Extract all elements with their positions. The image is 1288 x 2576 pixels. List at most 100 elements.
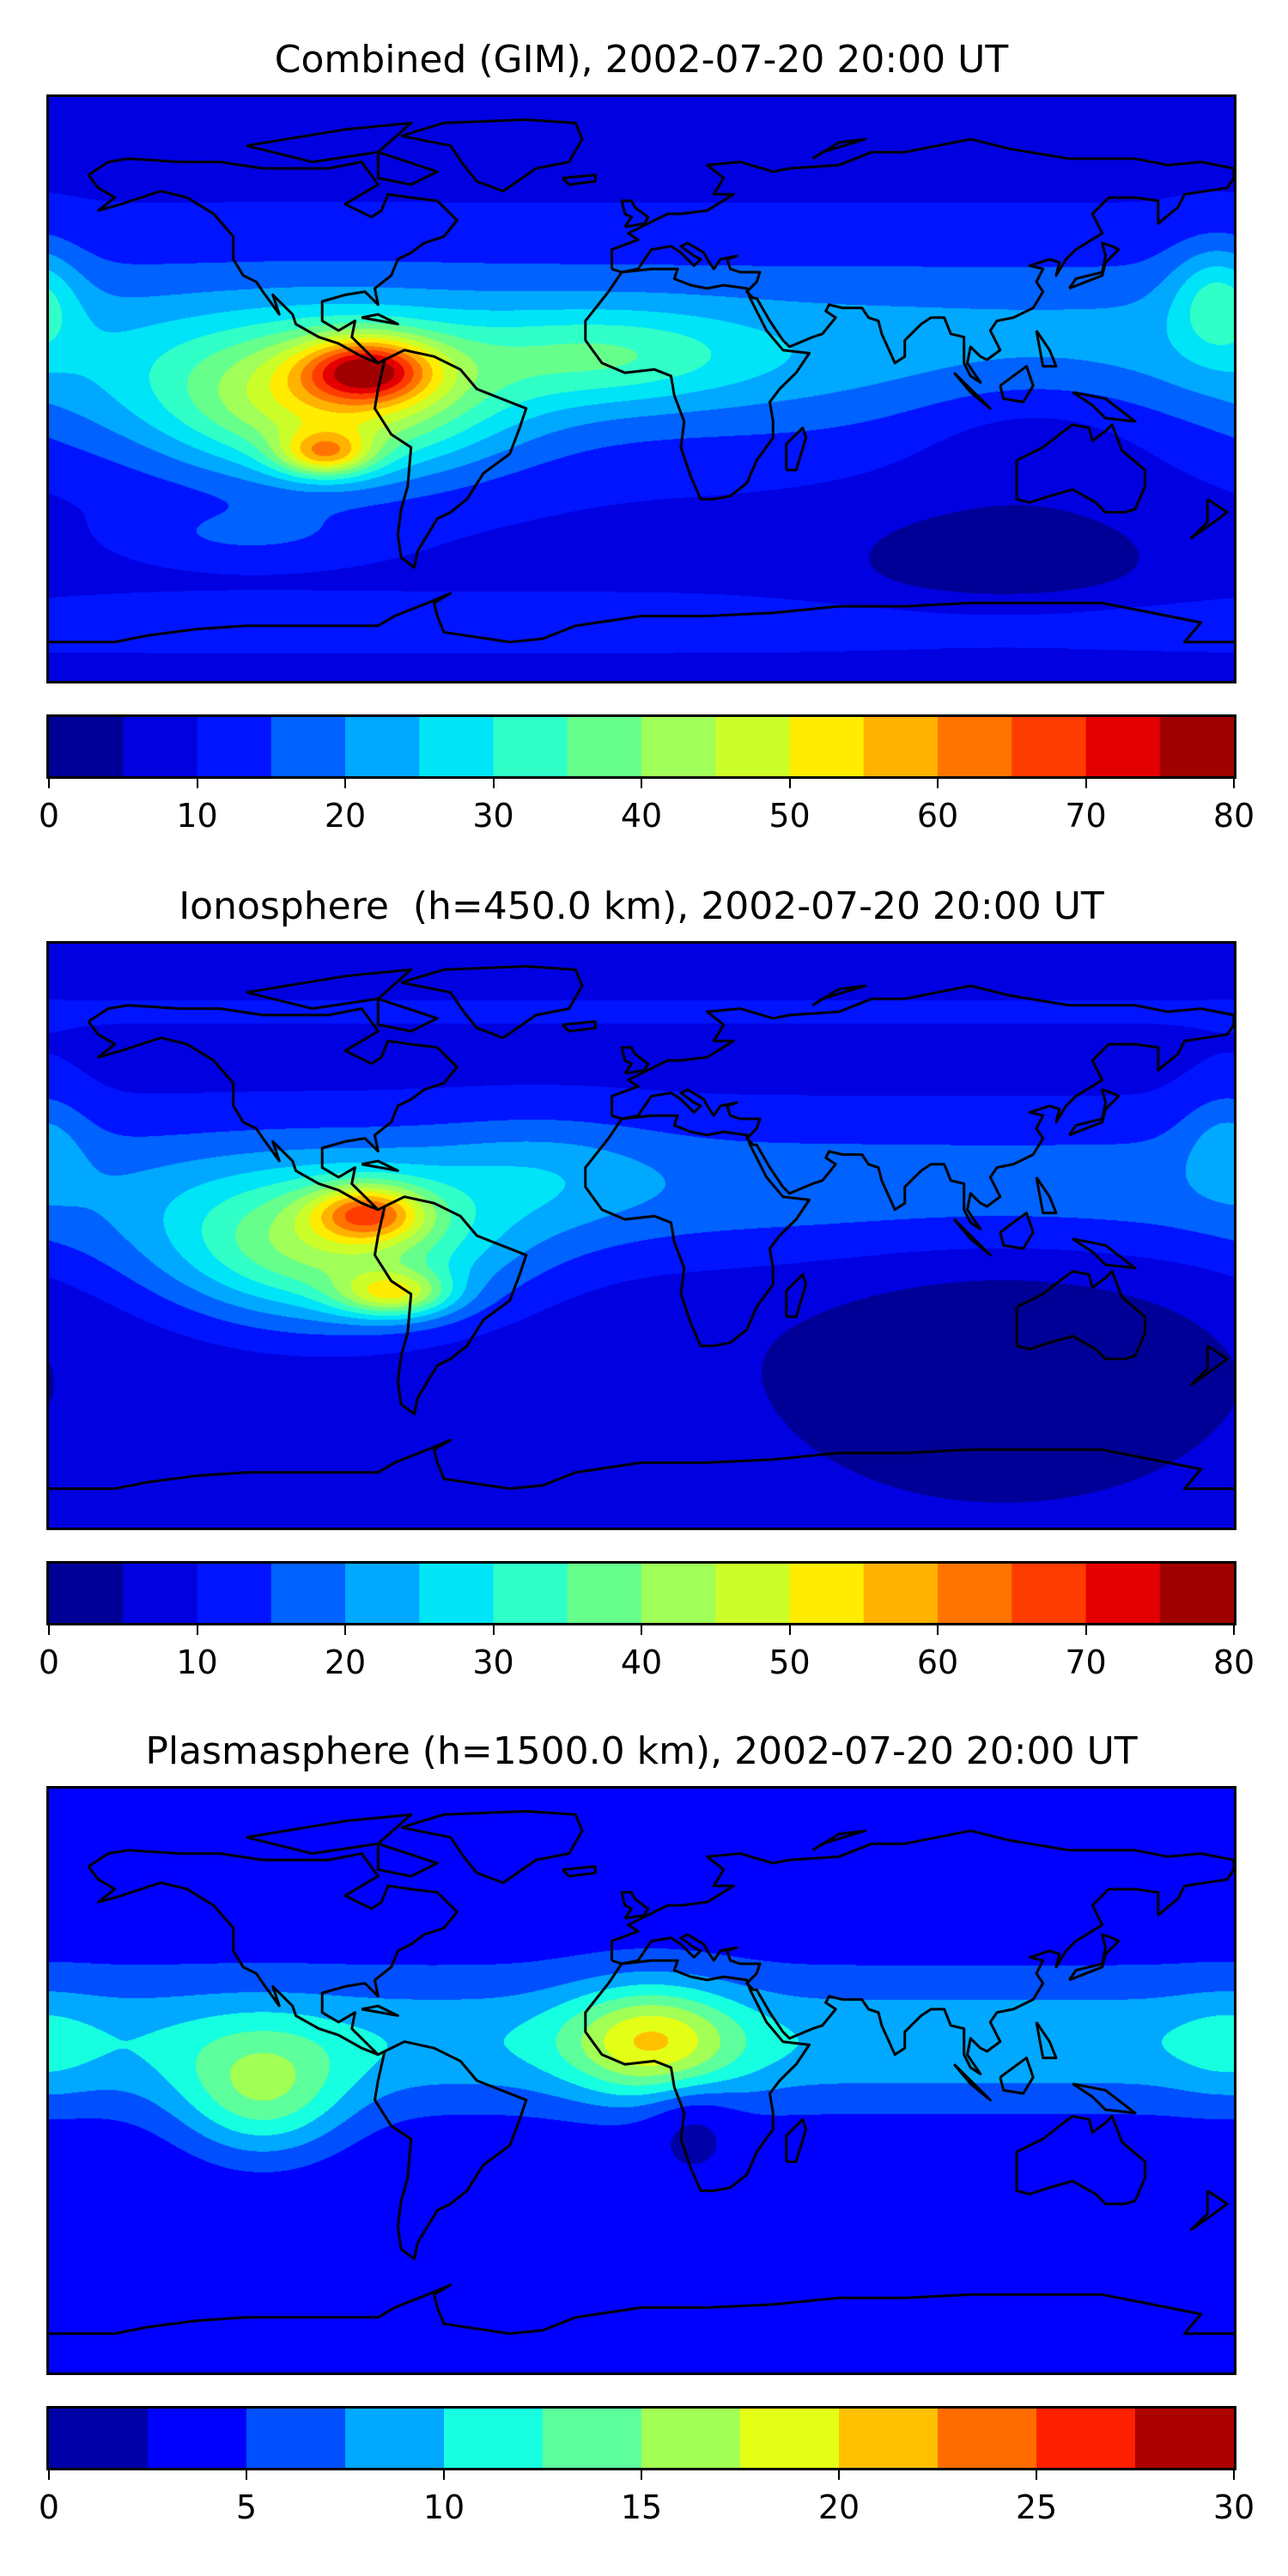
colorbar-segment xyxy=(1012,717,1086,776)
tec-contour-field xyxy=(49,944,1234,1528)
colorbar-tick-label: 30 xyxy=(1212,2488,1255,2526)
colorbar-tick xyxy=(344,1623,346,1635)
colorbar-tick-label: 15 xyxy=(620,2488,663,2526)
coastline xyxy=(1035,2021,1058,2060)
colorbar-segment xyxy=(1159,1564,1234,1623)
colorbar-tick xyxy=(641,2468,642,2480)
colorbar-segment xyxy=(49,1564,124,1623)
coastline xyxy=(374,349,528,569)
colorbar-tick-label: 20 xyxy=(324,1643,367,1681)
coastline xyxy=(49,1438,1234,1491)
colorbar-tick xyxy=(1084,776,1087,788)
colorbar-segment xyxy=(641,2409,741,2468)
coastline xyxy=(246,121,413,164)
colorbar-tick xyxy=(1233,1623,1235,1635)
coastline xyxy=(561,173,597,186)
coastline xyxy=(1189,1345,1229,1387)
coastlines xyxy=(49,1809,1234,2336)
coastline xyxy=(584,1959,811,2192)
coastline xyxy=(87,1849,459,2057)
coastline xyxy=(953,2063,992,2102)
colorbar-tick-label: 40 xyxy=(620,1643,663,1681)
colorbar-segment xyxy=(1085,1564,1161,1623)
colorbar-segment xyxy=(345,717,420,776)
panel-plasmasphere: Plasmasphere (h=1500.0 km), 2002-07-20 2… xyxy=(0,1692,1288,2538)
colorbar-tick xyxy=(641,776,642,788)
colorbar-segment xyxy=(493,717,568,776)
coastline xyxy=(361,1159,399,1172)
colorbar-segment xyxy=(419,1564,494,1623)
colorbar-segment xyxy=(567,1564,642,1623)
chart-title: Combined (GIM), 2002-07-20 20:00 UT xyxy=(274,38,1009,82)
coastline xyxy=(999,2057,1035,2095)
colorbar-segment xyxy=(345,1564,420,1623)
colorbar-tick-label: 70 xyxy=(1065,797,1107,835)
coastline xyxy=(400,964,584,1040)
colorbar-segment xyxy=(270,1564,346,1623)
colorbar-tick xyxy=(48,1623,50,1635)
coastline xyxy=(376,150,439,186)
coastline xyxy=(1015,423,1146,514)
coastline xyxy=(953,372,992,410)
coastline xyxy=(1068,241,1121,290)
coastline xyxy=(1072,391,1137,423)
colorbar-segment xyxy=(789,717,865,776)
colorbar-tick xyxy=(1233,776,1235,788)
colorbar-tick-label: 80 xyxy=(1212,797,1255,835)
colorbar-tick-label: 0 xyxy=(38,797,60,835)
colorbar-tick xyxy=(492,776,495,788)
colorbar-tick xyxy=(443,2468,445,2480)
colorbar-segment xyxy=(715,717,790,776)
colorbar-ticks: 0 10 20 30 40 50 60 70 80 xyxy=(39,1623,1255,1683)
colorbar-tick-label: 30 xyxy=(472,797,514,835)
colorbar-tick-label: 0 xyxy=(38,2488,60,2526)
colorbar-tick xyxy=(48,776,50,788)
colorbar-tick-label: 5 xyxy=(235,2488,258,2526)
colorbar-segment xyxy=(1036,2409,1136,2468)
colorbar-tick xyxy=(1084,1623,1087,1635)
coastline xyxy=(376,1842,439,1878)
panel-combined: Combined (GIM), 2002-07-20 20:00 UT 0 10 2… xyxy=(0,0,1288,847)
chart-title: Ionosphere (h=450.0 km), 2002-07-20 20:0… xyxy=(179,884,1104,928)
coastline xyxy=(1035,1176,1058,1215)
colorbar-segment xyxy=(1012,1564,1086,1623)
colorbar xyxy=(46,2406,1236,2470)
coastline xyxy=(611,1829,1234,2075)
colorbar-tick-label: 20 xyxy=(324,797,367,835)
colorbar-tick-label: 60 xyxy=(916,797,959,835)
coastlines xyxy=(49,118,1234,644)
coastline xyxy=(611,137,1234,384)
colorbar-tick-label: 0 xyxy=(38,1643,60,1681)
colorbar-segment xyxy=(123,1564,197,1623)
colorbar-tick xyxy=(1036,2468,1037,2480)
colorbar-segment xyxy=(863,1564,939,1623)
coastline xyxy=(400,1809,584,1885)
colorbar-segment xyxy=(1085,717,1161,776)
colorbar-segment xyxy=(345,2409,445,2468)
coastline xyxy=(620,1046,650,1075)
tec-contour-field xyxy=(49,1789,1234,2372)
colorbar-tick xyxy=(788,1623,791,1635)
coastlines xyxy=(49,964,1234,1491)
colorbar-segment xyxy=(715,1564,790,1623)
coastline xyxy=(561,1020,597,1033)
coastline xyxy=(376,997,439,1033)
colorbar-tick xyxy=(344,776,346,788)
coastline xyxy=(361,2004,399,2017)
coastline xyxy=(246,1813,413,1856)
colorbar-tick-label: 30 xyxy=(472,1643,514,1681)
coastline xyxy=(811,1829,867,1852)
colorbar-tick xyxy=(196,1623,198,1635)
coastline xyxy=(1015,2115,1146,2206)
colorbar-segment xyxy=(148,2409,247,2468)
colorbar-tick xyxy=(788,776,791,788)
colorbar-segment xyxy=(1135,2409,1234,2468)
coastline xyxy=(361,313,399,325)
coastline xyxy=(49,592,1234,644)
colorbar-segment xyxy=(444,2409,544,2468)
colorbar-tick-label: 70 xyxy=(1065,1643,1107,1681)
map-plot-area xyxy=(46,941,1236,1530)
colorbar-tick-label: 80 xyxy=(1212,1643,1255,1681)
coastline xyxy=(999,1212,1035,1250)
coastline xyxy=(785,1273,808,1318)
